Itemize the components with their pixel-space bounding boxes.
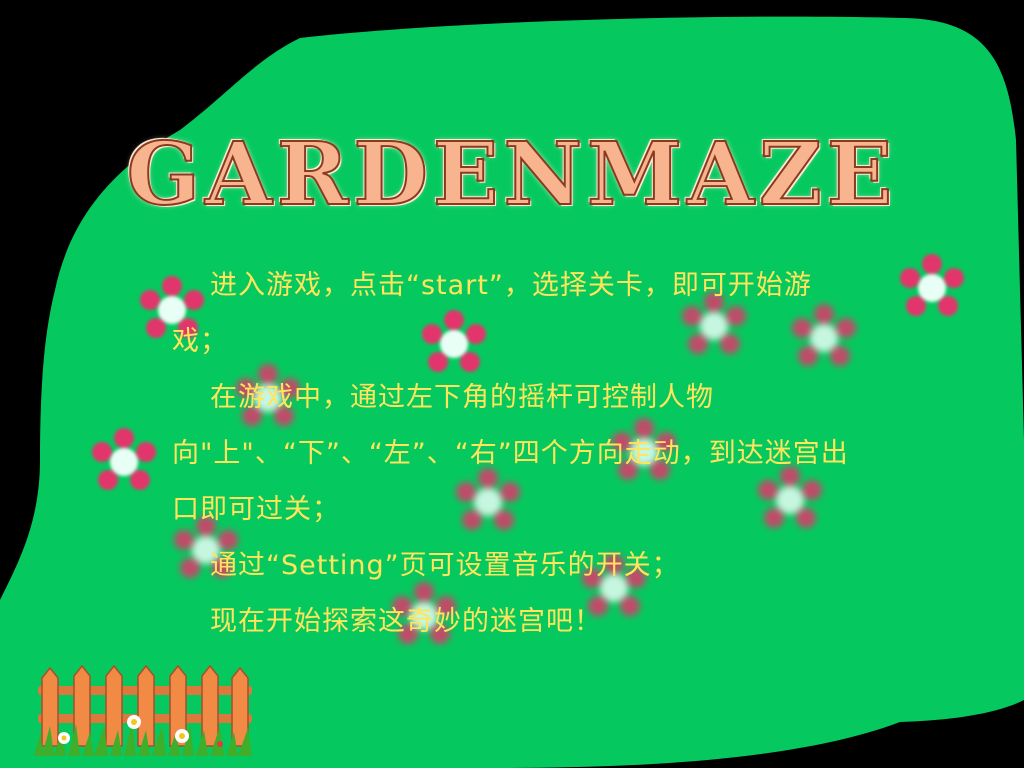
- flower-icon: [456, 468, 520, 530]
- flower-icon: [422, 310, 486, 372]
- game-title: GARDENMAZE: [126, 124, 898, 225]
- instruction-paragraph: 在游戏中，通过左下角的摇杆可控制人物向"上"、“下”、“左”、“右”四个方向走动…: [172, 382, 849, 525]
- flower-icon: [612, 418, 676, 480]
- flower-icon: [392, 582, 456, 644]
- flower-icon: [792, 304, 856, 366]
- flower-icon: [92, 428, 156, 490]
- flower-icon: [900, 254, 964, 316]
- green-board-shape: [0, 16, 1024, 768]
- garden-fence-icon: [34, 664, 252, 756]
- instruction-paragraph: 通过“Setting”页可设置音乐的开关；: [210, 550, 680, 581]
- flower-icon: [682, 292, 746, 354]
- instruction-paragraph: 现在开始探索这奇妙的迷宫吧！: [210, 606, 602, 637]
- flower-icon: [758, 466, 822, 528]
- flower-icon: [582, 554, 646, 616]
- flower-icon: [174, 516, 238, 578]
- flower-icon: [236, 364, 300, 426]
- instructions-text: 进入游戏，点击“start”，选择关卡，即可开始游戏； 在游戏中，通过左下角的摇…: [172, 258, 862, 650]
- flower-icon: [140, 276, 204, 338]
- instruction-paragraph: 进入游戏，点击“start”，选择关卡，即可开始游戏；: [172, 270, 812, 357]
